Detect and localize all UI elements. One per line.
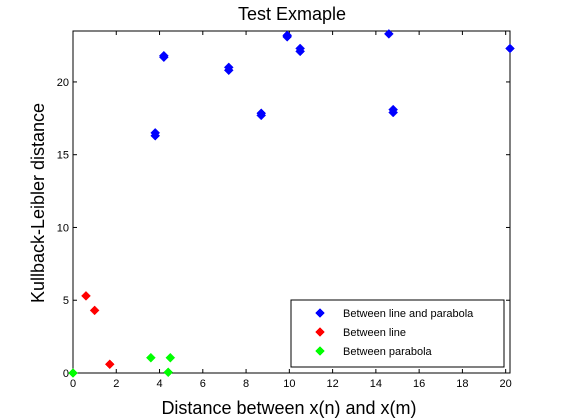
data-point xyxy=(159,50,169,61)
series-1 xyxy=(150,29,515,141)
legend-marker xyxy=(315,327,325,337)
data-point xyxy=(165,352,176,363)
data-point xyxy=(89,305,100,316)
legend-box xyxy=(290,299,505,368)
y-axis-label: Kullback-Leibler distance xyxy=(28,103,48,303)
x-tick-label: 0 xyxy=(70,378,76,390)
x-tick-label: 6 xyxy=(200,378,206,390)
data-point xyxy=(383,29,394,39)
x-tick-label: 2 xyxy=(113,378,119,390)
x-tick-label: 16 xyxy=(413,378,425,390)
data-point xyxy=(282,31,293,42)
y-tick-label: 15 xyxy=(57,150,69,162)
x-axis-label: Distance between x(n) and x(m) xyxy=(161,398,416,418)
axis-ticks: 0 2 4 6 8 10 12 14 16 18 20 0 5 10 15 20 xyxy=(57,31,512,390)
legend-label: Between line and parabola xyxy=(343,308,474,320)
data-point xyxy=(223,62,234,73)
x-tick-label: 20 xyxy=(500,378,512,390)
y-tick-label: 5 xyxy=(63,295,69,307)
x-tick-label: 8 xyxy=(243,378,249,390)
x-tick-label: 18 xyxy=(456,378,468,390)
data-point xyxy=(146,352,156,363)
data-point xyxy=(256,108,267,119)
legend: Between line and parabola Between line Bet… xyxy=(290,299,505,368)
series-2 xyxy=(81,291,115,370)
y-tick-label: 0 xyxy=(63,368,69,380)
x-tick-label: 10 xyxy=(283,378,295,390)
x-tick-label: 12 xyxy=(326,378,338,390)
data-point xyxy=(81,291,91,301)
data-point xyxy=(68,368,78,378)
legend-marker xyxy=(315,308,325,318)
data-point xyxy=(163,367,174,378)
y-tick-label: 10 xyxy=(57,222,69,234)
chart-title: Test Exmaple xyxy=(238,4,346,24)
x-tick-label: 4 xyxy=(156,378,162,390)
data-point xyxy=(505,43,515,54)
data-point xyxy=(388,104,399,115)
y-tick-label: 20 xyxy=(57,77,69,89)
series-3 xyxy=(68,352,176,378)
data-point xyxy=(150,128,161,138)
legend-entries: Between line and parabola Between line Bet… xyxy=(315,308,474,358)
x-tick-label: 14 xyxy=(370,378,382,390)
legend-label: Between parabola xyxy=(343,346,433,358)
data-point xyxy=(295,43,306,54)
data-point xyxy=(104,359,115,370)
legend-label: Between line xyxy=(343,327,406,339)
legend-marker xyxy=(315,346,325,356)
data-points xyxy=(68,29,515,378)
